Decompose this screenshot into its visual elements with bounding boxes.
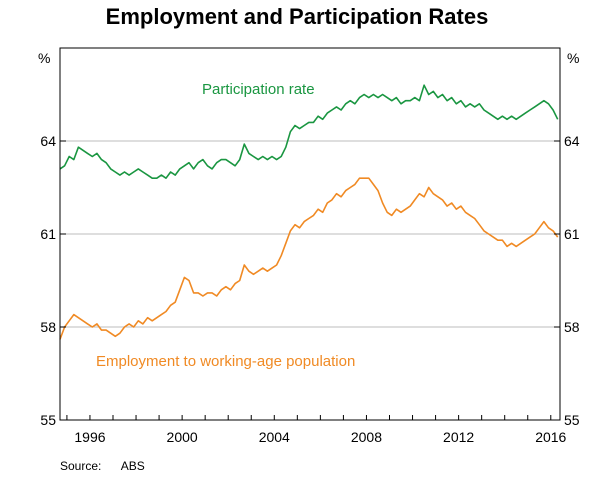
y-tick-label-left-64: 64 <box>40 133 56 149</box>
x-tick-label-2004: 2004 <box>259 429 290 445</box>
y-tick-label-left-61: 61 <box>40 226 56 242</box>
y-tick-label-right-55: 55 <box>564 412 580 428</box>
y-tick-label-right-61: 61 <box>564 226 580 242</box>
series-layer <box>59 84 559 340</box>
left-axis-unit: % <box>38 50 50 66</box>
series-line-employment-to-working-age-population <box>59 177 559 340</box>
x-tick-label-2008: 2008 <box>351 429 382 445</box>
source-note: Source: ABS <box>60 459 145 473</box>
x-tick-label-2016: 2016 <box>535 429 566 445</box>
x-tick-label-1996: 1996 <box>74 429 105 445</box>
axis-labels: 55 55 58 58 61 61 64 64 1996 2000 2004 2008 2012 2016 <box>40 133 579 445</box>
right-axis-unit: % <box>567 50 579 66</box>
y-tick-label-left-55: 55 <box>40 412 56 428</box>
series-label-employment-to-working-age-population: Employment to working-age population <box>96 353 355 370</box>
x-tick-label-2012: 2012 <box>443 429 474 445</box>
x-tick-label-2000: 2000 <box>167 429 198 445</box>
y-tick-label-right-64: 64 <box>564 133 580 149</box>
series-label-participation-rate: Participation rate <box>202 81 315 98</box>
chart-title: Employment and Participation Rates <box>106 4 489 29</box>
grid-lines <box>60 140 560 328</box>
axis-ticks <box>60 140 560 421</box>
y-tick-label-left-58: 58 <box>40 319 56 335</box>
y-tick-label-right-58: 58 <box>564 319 580 335</box>
series-line-participation-rate <box>59 84 559 179</box>
